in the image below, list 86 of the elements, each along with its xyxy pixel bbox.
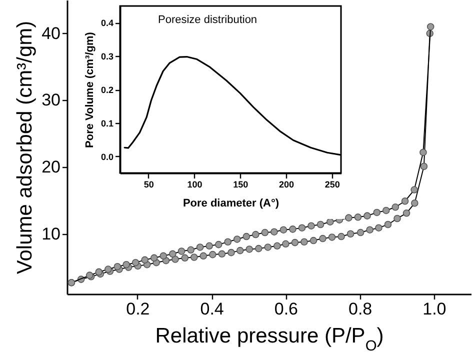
x-axis-title: Pore diameter (A°) <box>182 198 280 210</box>
x-tick-label: 0.2 <box>126 300 150 318</box>
x-tick-label: 0.6 <box>274 300 298 318</box>
point <box>410 186 418 194</box>
point <box>270 228 278 236</box>
point <box>338 232 345 240</box>
y-tick-label: 0.0 <box>100 152 114 162</box>
point <box>233 236 241 243</box>
point <box>150 254 158 262</box>
y-tick-label: 30 <box>42 90 60 110</box>
point <box>392 204 400 211</box>
point <box>254 244 262 252</box>
x-tick-label: 0.4 <box>200 300 224 318</box>
y-axis-title: Volume adsorbed (cm³/gm) <box>14 20 37 274</box>
point <box>252 230 260 238</box>
point <box>224 238 232 246</box>
point <box>200 252 208 260</box>
point <box>261 228 269 236</box>
point <box>206 242 213 250</box>
point <box>209 250 216 258</box>
point <box>218 250 226 258</box>
point <box>236 246 244 254</box>
point <box>122 260 130 268</box>
y-tick-label: 0.3 <box>100 52 114 62</box>
point <box>289 226 296 233</box>
point <box>354 214 362 221</box>
point <box>160 252 168 260</box>
point <box>420 162 428 170</box>
point <box>373 208 380 216</box>
point <box>310 236 318 244</box>
y-tick-label: 40 <box>42 24 60 43</box>
point <box>141 256 148 264</box>
point <box>190 254 198 261</box>
y-tick-label: 0.1 <box>100 118 114 128</box>
point <box>300 238 308 246</box>
point <box>411 199 418 207</box>
point <box>384 220 392 228</box>
x-axis-title: Relative pressure (P/P$_{O}$) <box>155 324 384 353</box>
point <box>420 148 427 156</box>
point <box>187 246 194 254</box>
x-tick-label: 50 <box>144 180 154 190</box>
point <box>319 234 326 242</box>
point <box>356 228 364 236</box>
point <box>328 234 336 241</box>
point <box>345 214 352 222</box>
x-tick-label: 150 <box>233 180 248 190</box>
x-tick-label: 250 <box>324 180 340 190</box>
point <box>382 206 390 214</box>
x-tick-label: 200 <box>278 180 294 190</box>
point <box>228 248 235 256</box>
point <box>346 230 354 238</box>
point <box>316 220 324 228</box>
point <box>181 254 189 262</box>
y-tick-label: 0.2 <box>100 85 114 95</box>
point <box>298 224 306 232</box>
x-tick-label: 1.0 <box>422 300 446 318</box>
y-tick-label: 10 <box>42 224 60 244</box>
point <box>196 244 204 251</box>
point <box>375 224 382 232</box>
y-axis-title: Pore Volume (cm³/gm) <box>84 32 96 148</box>
point <box>394 214 401 222</box>
point <box>168 250 176 258</box>
point <box>178 248 186 255</box>
text: Poresize distribution <box>158 14 258 26</box>
x-tick-label: 100 <box>187 180 202 190</box>
point <box>402 210 410 217</box>
point <box>326 218 334 226</box>
point <box>114 262 122 270</box>
y-tick-label: 20 <box>42 158 60 177</box>
point <box>291 238 299 246</box>
point <box>426 23 434 30</box>
point <box>280 226 288 234</box>
point <box>246 246 253 253</box>
point <box>282 240 290 248</box>
point <box>401 197 409 205</box>
point <box>242 232 250 240</box>
point <box>214 240 222 248</box>
y-tick-label: 0.4 <box>100 18 114 28</box>
point <box>364 212 371 220</box>
point <box>172 256 179 263</box>
point <box>308 222 315 230</box>
point <box>274 242 281 250</box>
point <box>132 258 140 266</box>
x-tick-label: 0.8 <box>348 300 372 318</box>
point <box>366 226 374 234</box>
point <box>264 244 272 251</box>
